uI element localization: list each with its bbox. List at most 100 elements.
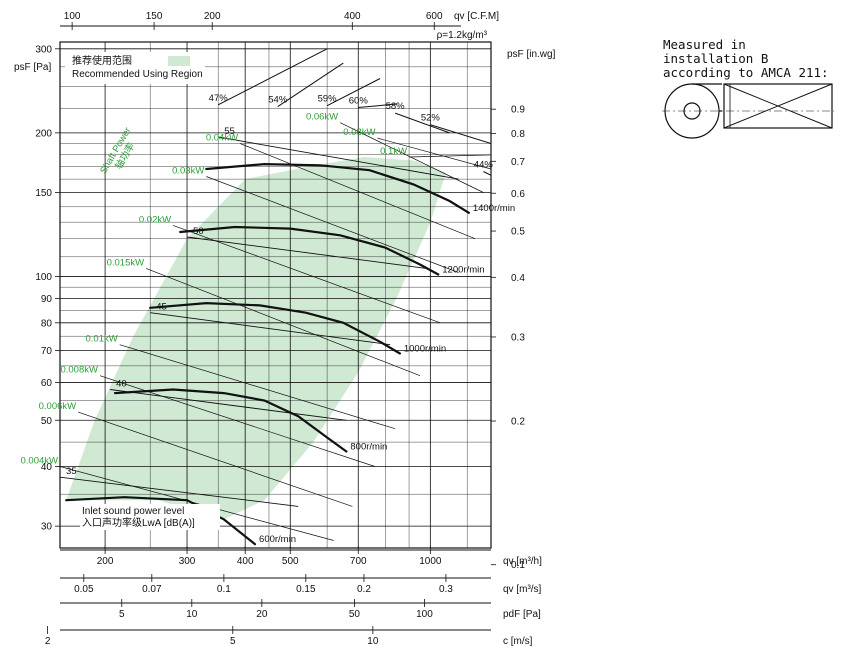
inlet-sound-box [80,504,220,530]
speed-label: 800r/min [350,442,387,453]
bottom-tick-label: 5 [119,609,125,620]
sound-line [218,136,459,180]
duct-cross-2 [723,83,833,129]
left-tick-label: 200 [35,128,52,139]
bottom-axis-title: pdF [Pa] [503,609,541,620]
sound-line [110,389,347,421]
power-line [119,344,396,430]
bottom-tick-label: 700 [350,556,367,567]
efficiency-line [217,48,328,106]
top-tick-label: 400 [344,11,361,22]
power-line [340,122,484,193]
power-label: 0.02kW [139,214,171,225]
bottom-tick-label: 300 [179,556,196,567]
right-tick-label: 0.3 [511,332,525,343]
installation-diagram [662,83,834,139]
efficiency-line [394,112,450,134]
right-tick-label: 0.4 [511,273,525,284]
efficiency-line [326,78,381,107]
efficiency-label: 52% [421,113,441,124]
power-line [145,268,421,377]
vertical-grid [104,42,431,548]
bottom-tick-label: 0.2 [357,584,371,595]
right-tick-label: 0.2 [511,417,525,428]
efficiency-line [430,124,491,144]
bottom-tick-label: 1000 [419,556,442,567]
power-label: 0.04kW [206,132,238,143]
sound-label: 55 [224,126,235,137]
sound-label: 45 [156,302,167,313]
bottom-tick-label: 10 [367,636,379,647]
right-axis-title: psF [in.wg] [507,49,556,60]
left-tick-label: 80 [41,318,53,329]
power-lines [60,122,491,541]
speed-curve [179,225,440,276]
power-line [377,137,491,170]
power-line [239,143,476,240]
efficiency-label: 54% [268,95,288,106]
bottom-tick-label: 200 [97,556,114,567]
speed-curve [149,301,401,355]
bottom-tick-label: 0.3 [439,584,453,595]
bottom-tick-label: 0.1 [217,584,231,595]
right-tick-label: 0.9 [511,105,525,116]
install-note-line1: Measured in installation B [663,37,769,66]
efficiency-line [277,62,344,108]
minor-vertical-grid [149,42,468,548]
install-note: Measured in installation B according to … [663,38,843,80]
speed-curves [65,162,470,546]
bottom-tick-label: 0.15 [296,584,316,595]
bottom-tick-label: 5 [230,636,236,647]
bottom-tick-label: 10 [186,609,198,620]
power-label: 0.06kW [306,112,338,123]
sound-label: 35 [66,466,77,477]
right-tick-label: 0.7 [511,157,525,168]
recommended-region [66,157,446,520]
efficiency-line [358,103,398,108]
bottom-tick-label: 500 [282,556,299,567]
bottom-tick-label: 50 [349,609,361,620]
left-tick-label: 100 [35,272,52,283]
left-tick-label: 150 [35,188,52,199]
power-line [172,225,441,324]
top-tick-label: 600 [426,11,443,22]
sound-label: 50 [193,226,204,237]
right-tick-label: 0.6 [511,189,525,200]
speed-label: 600r/min [259,534,296,545]
bottom-axis-title: qv [m³/s] [503,584,542,595]
power-label: 0.015kW [107,257,145,268]
speed-curve [65,496,257,546]
left-tick-label: 300 [35,44,52,55]
top-tick-label: 200 [204,11,221,22]
sound-label: 40 [116,378,127,389]
bottom-axis-title: c [m/s] [503,636,533,647]
duct-box [723,83,833,129]
bottom-tick-label: 0.05 [74,584,94,595]
speed-label: 1000r/min [404,343,446,354]
legend: 推荐使用范围 Recommended Using Region [65,52,205,84]
legend-swatch [168,56,190,66]
sound-lines [60,136,459,507]
bottom-tick-label: 20 [256,609,268,620]
top-tick-label: 100 [64,11,81,22]
power-line [206,176,459,273]
speed-curve [205,162,470,214]
left-tick-label: 50 [41,416,53,427]
install-note-line2: according to AMCA 211: [663,65,829,80]
sound-line [60,476,299,507]
left-tick-label: 30 [41,522,53,533]
power-line [60,466,334,541]
inlet-sound-en: Inlet sound power level [82,506,184,517]
efficiency-lines [217,48,491,176]
speed-label: 1400r/min [473,203,515,214]
efficiency-label: 44% [474,159,494,170]
speed-label: 1200r/min [442,264,484,275]
power-label: 0.08kW [343,127,375,138]
top-axis-title: qv [C.F.M] [454,11,499,22]
sound-line [186,236,427,269]
density-note: ρ=1.2kg/m³ [437,30,488,41]
right-tick-label: 0.1 [511,560,525,571]
speed-curve [113,388,348,453]
minor-horizontal-grid [60,66,491,495]
sound-line [150,312,391,346]
